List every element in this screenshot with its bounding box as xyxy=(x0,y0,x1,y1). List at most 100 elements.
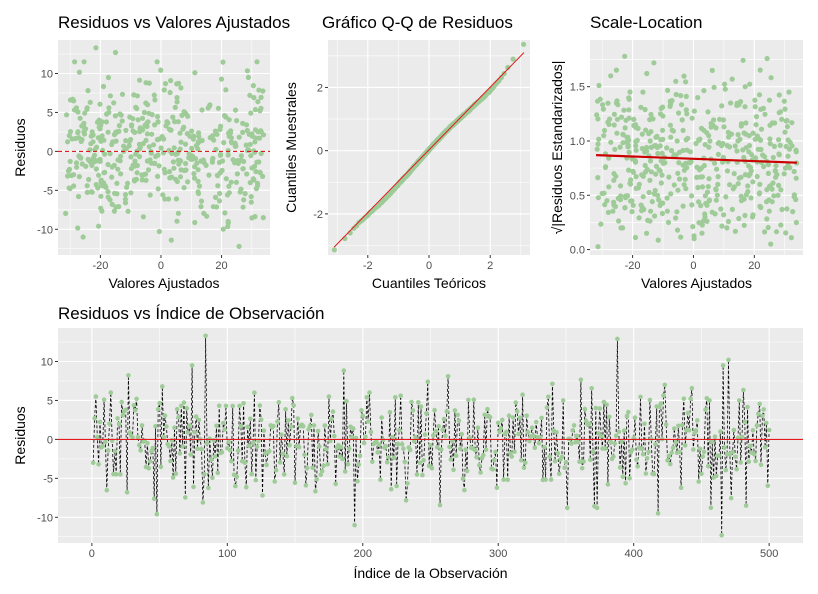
data-point xyxy=(604,402,609,408)
data-point xyxy=(170,475,176,480)
data-point xyxy=(398,393,404,399)
data-point xyxy=(640,451,646,457)
data-point xyxy=(748,168,754,174)
data-point xyxy=(418,404,424,409)
x-axis-label: Índice de la Observación xyxy=(353,565,507,581)
data-point xyxy=(724,225,730,231)
data-point xyxy=(86,176,92,183)
chart-title: Residuos vs Valores Ajustados xyxy=(58,13,290,32)
data-point xyxy=(608,139,614,145)
y-tick-label: 0 xyxy=(317,146,323,158)
data-point xyxy=(683,137,689,143)
data-point xyxy=(134,170,140,176)
data-point xyxy=(216,403,222,409)
panel-resid-vs-fitted: -20 0 20 -10 -5 0 5 10 Residuos vs Valores Ajust… xyxy=(12,13,290,291)
data-point xyxy=(729,206,736,212)
data-point xyxy=(138,448,143,453)
data-point xyxy=(229,458,234,464)
data-point xyxy=(610,208,616,214)
data-point xyxy=(787,165,793,171)
data-point xyxy=(180,444,185,449)
plot-area xyxy=(331,41,527,253)
data-point xyxy=(185,430,191,435)
data-point xyxy=(734,466,739,472)
data-point xyxy=(129,122,135,128)
data-point xyxy=(120,412,126,418)
data-point xyxy=(668,134,674,140)
data-point xyxy=(155,119,161,125)
data-point xyxy=(220,59,226,65)
data-point xyxy=(599,190,605,197)
data-point xyxy=(675,170,681,176)
data-point xyxy=(612,146,618,152)
data-point xyxy=(140,141,146,147)
data-point xyxy=(67,158,73,164)
data-point xyxy=(655,237,661,243)
data-point xyxy=(184,405,189,411)
data-point xyxy=(722,445,727,450)
data-point xyxy=(128,166,134,172)
data-point xyxy=(189,145,195,151)
data-point xyxy=(737,136,743,142)
data-point xyxy=(238,186,244,192)
data-point xyxy=(715,174,721,180)
data-point xyxy=(139,177,145,183)
data-point xyxy=(73,135,79,142)
data-point xyxy=(643,471,649,476)
data-point xyxy=(103,439,108,445)
data-point xyxy=(754,173,760,180)
data-point xyxy=(556,471,562,477)
data-point xyxy=(634,457,639,462)
data-point xyxy=(594,146,600,152)
data-point xyxy=(687,160,693,166)
data-point xyxy=(242,191,248,197)
data-point xyxy=(105,194,111,200)
data-point xyxy=(99,208,105,214)
data-point xyxy=(140,172,146,178)
data-point xyxy=(208,457,214,462)
data-point xyxy=(648,208,654,214)
data-point xyxy=(174,178,180,185)
data-point xyxy=(712,211,718,217)
data-point xyxy=(676,160,682,166)
data-point xyxy=(144,131,150,137)
data-point xyxy=(260,132,267,138)
data-point xyxy=(772,120,778,126)
data-point xyxy=(491,457,497,463)
data-point xyxy=(689,193,695,199)
data-point xyxy=(188,452,193,457)
data-point xyxy=(623,481,628,486)
data-point xyxy=(741,387,746,393)
data-point xyxy=(193,414,199,419)
data-point xyxy=(691,233,697,239)
data-point xyxy=(746,163,752,169)
data-point xyxy=(254,159,260,165)
data-point xyxy=(146,466,152,471)
data-point xyxy=(608,439,613,445)
y-tick-label: -10 xyxy=(37,224,53,236)
data-point xyxy=(440,427,446,433)
data-point xyxy=(246,131,252,137)
data-point xyxy=(137,77,143,83)
data-point xyxy=(254,59,260,65)
data-point xyxy=(433,428,439,434)
data-point xyxy=(691,108,698,114)
data-point xyxy=(309,412,314,418)
data-point xyxy=(71,183,77,189)
data-point xyxy=(701,127,707,133)
data-point xyxy=(131,403,137,408)
data-point xyxy=(240,129,246,135)
data-point xyxy=(81,59,87,65)
data-point xyxy=(786,146,793,152)
data-point xyxy=(620,474,626,480)
data-point xyxy=(128,136,134,143)
data-point xyxy=(397,427,402,433)
data-point xyxy=(680,127,686,133)
data-point xyxy=(85,88,91,94)
data-point xyxy=(275,419,280,424)
data-point xyxy=(155,406,161,412)
data-point xyxy=(65,139,71,145)
data-point xyxy=(171,165,177,171)
data-point xyxy=(107,93,113,99)
